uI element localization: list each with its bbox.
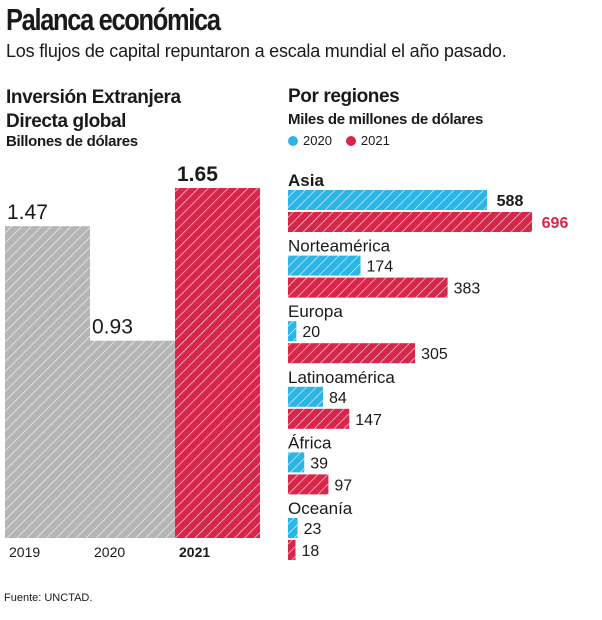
- region-label-oceania: Oceanía: [288, 499, 353, 518]
- regions-legend: 2020 2021: [288, 133, 404, 148]
- bar-hatch-latinoamerica-2021: [288, 408, 350, 429]
- chart-subtitle: Los flujos de capital repuntaron a escal…: [6, 41, 507, 61]
- value-box-asia-2020: [487, 190, 533, 210]
- region-label-norteamerica: Norteamérica: [288, 237, 391, 256]
- value-label-norteamerica-2020: 174: [367, 259, 394, 276]
- value-label-africa-2020: 39: [310, 455, 328, 472]
- global-chart-title-line2: Directa global: [6, 111, 127, 132]
- bar-value-label-2020: 0.93: [92, 316, 133, 339]
- bar-hatch-africa-2020: [288, 452, 305, 473]
- x-tick-label-2019: 2019: [9, 544, 40, 560]
- value-box-asia-2021: [532, 212, 578, 232]
- value-label-asia-2021: 696: [542, 215, 569, 232]
- value-label-norteamerica-2021: 383: [454, 281, 481, 298]
- bar-hatch-oceania-2020: [288, 518, 298, 538]
- region-label-asia: Asia: [288, 171, 324, 190]
- legend-label-2020: 2020: [303, 133, 332, 148]
- bar-hatch-norteamerica-2020: [288, 255, 361, 276]
- region-label-latinoamerica: Latinoamérica: [288, 368, 395, 387]
- bar-hatch-asia-2020: [288, 190, 533, 210]
- value-label-asia-2020: 588: [497, 193, 524, 210]
- bar-hatch-2020: [90, 340, 175, 538]
- value-label-europa-2021: 305: [421, 346, 448, 363]
- bar-value-label-2021: 1.65: [177, 163, 218, 186]
- x-tick-label-2020: 2020: [94, 544, 125, 560]
- bar-hatch-asia-2021: [288, 212, 578, 232]
- value-label-oceania-2021: 18: [302, 543, 320, 560]
- bar-hatch-norteamerica-2021: [288, 277, 448, 298]
- bar-hatch-oceania-2021: [288, 540, 296, 560]
- value-label-latinoamerica-2020: 84: [329, 390, 347, 407]
- regions-chart-title: Por regiones: [288, 86, 400, 107]
- value-label-latinoamerica-2021: 147: [355, 412, 382, 429]
- value-label-oceania-2020: 23: [304, 521, 322, 538]
- global-chart-unit: Billones de dólares: [6, 133, 138, 150]
- value-label-europa-2020: 20: [302, 324, 320, 341]
- legend-label-2021: 2021: [360, 133, 390, 148]
- chart-title: Palanca económica: [6, 2, 221, 37]
- bar-hatch-2021: [175, 188, 260, 538]
- bar-hatch-2019: [5, 226, 90, 538]
- source-note: Fuente: UNCTAD.: [4, 592, 93, 604]
- bar-hatch-europa-2021: [288, 343, 416, 364]
- global-chart-title-line1: Inversión Extranjera: [6, 87, 181, 108]
- region-label-europa: Europa: [288, 302, 343, 321]
- bar-hatch-africa-2021: [288, 474, 329, 495]
- bar-hatch-latinoamerica-2020: [288, 386, 323, 407]
- global-investment-chart: 1.47 2019 0.93 2020 1.65 2021: [5, 163, 260, 560]
- x-tick-label-2021: 2021: [179, 544, 210, 560]
- legend-swatch-2020: [288, 135, 298, 146]
- bar-value-label-2019: 1.47: [7, 201, 48, 224]
- region-label-africa: África: [288, 433, 332, 452]
- global-chart-heading: Inversión Extranjera Directa global: [6, 86, 181, 134]
- legend-item-2021: 2021: [345, 133, 390, 148]
- regions-chart-unit: Miles de millones de dólares: [288, 111, 484, 128]
- bar-hatch-europa-2020: [288, 321, 297, 342]
- legend-item-2020: 2020: [288, 133, 332, 148]
- legend-swatch-2021: [345, 135, 356, 146]
- value-label-africa-2021: 97: [334, 477, 352, 494]
